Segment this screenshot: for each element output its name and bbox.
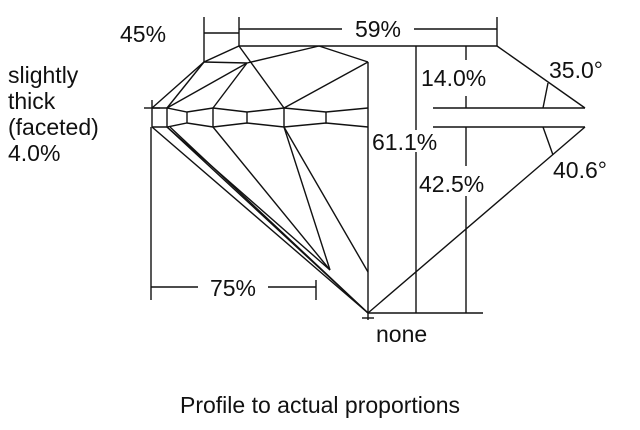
label-girdle-1: slightly	[8, 62, 79, 88]
label-pavilion-depth: 42.5%	[419, 171, 484, 197]
diagram-caption: Profile to actual proportions	[180, 392, 460, 418]
label-girdle-4: 4.0%	[8, 140, 60, 166]
dimension-lines	[150, 17, 586, 314]
label-total-depth: 61.1%	[372, 129, 437, 155]
label-table: 59%	[355, 16, 401, 42]
label-45-percent: 45%	[120, 21, 166, 47]
label-culet: none	[376, 321, 427, 347]
label-lower-half: 75%	[210, 275, 256, 301]
label-pavilion-angle: 40.6°	[553, 157, 607, 183]
label-girdle-2: thick	[8, 88, 56, 114]
label-girdle-3: (faceted)	[8, 114, 99, 140]
crown-outline	[151, 45, 497, 109]
girdle	[144, 100, 369, 128]
label-crown-height: 14.0%	[421, 65, 486, 91]
label-crown-angle: 35.0°	[549, 57, 603, 83]
pavilion-outline	[151, 62, 374, 320]
